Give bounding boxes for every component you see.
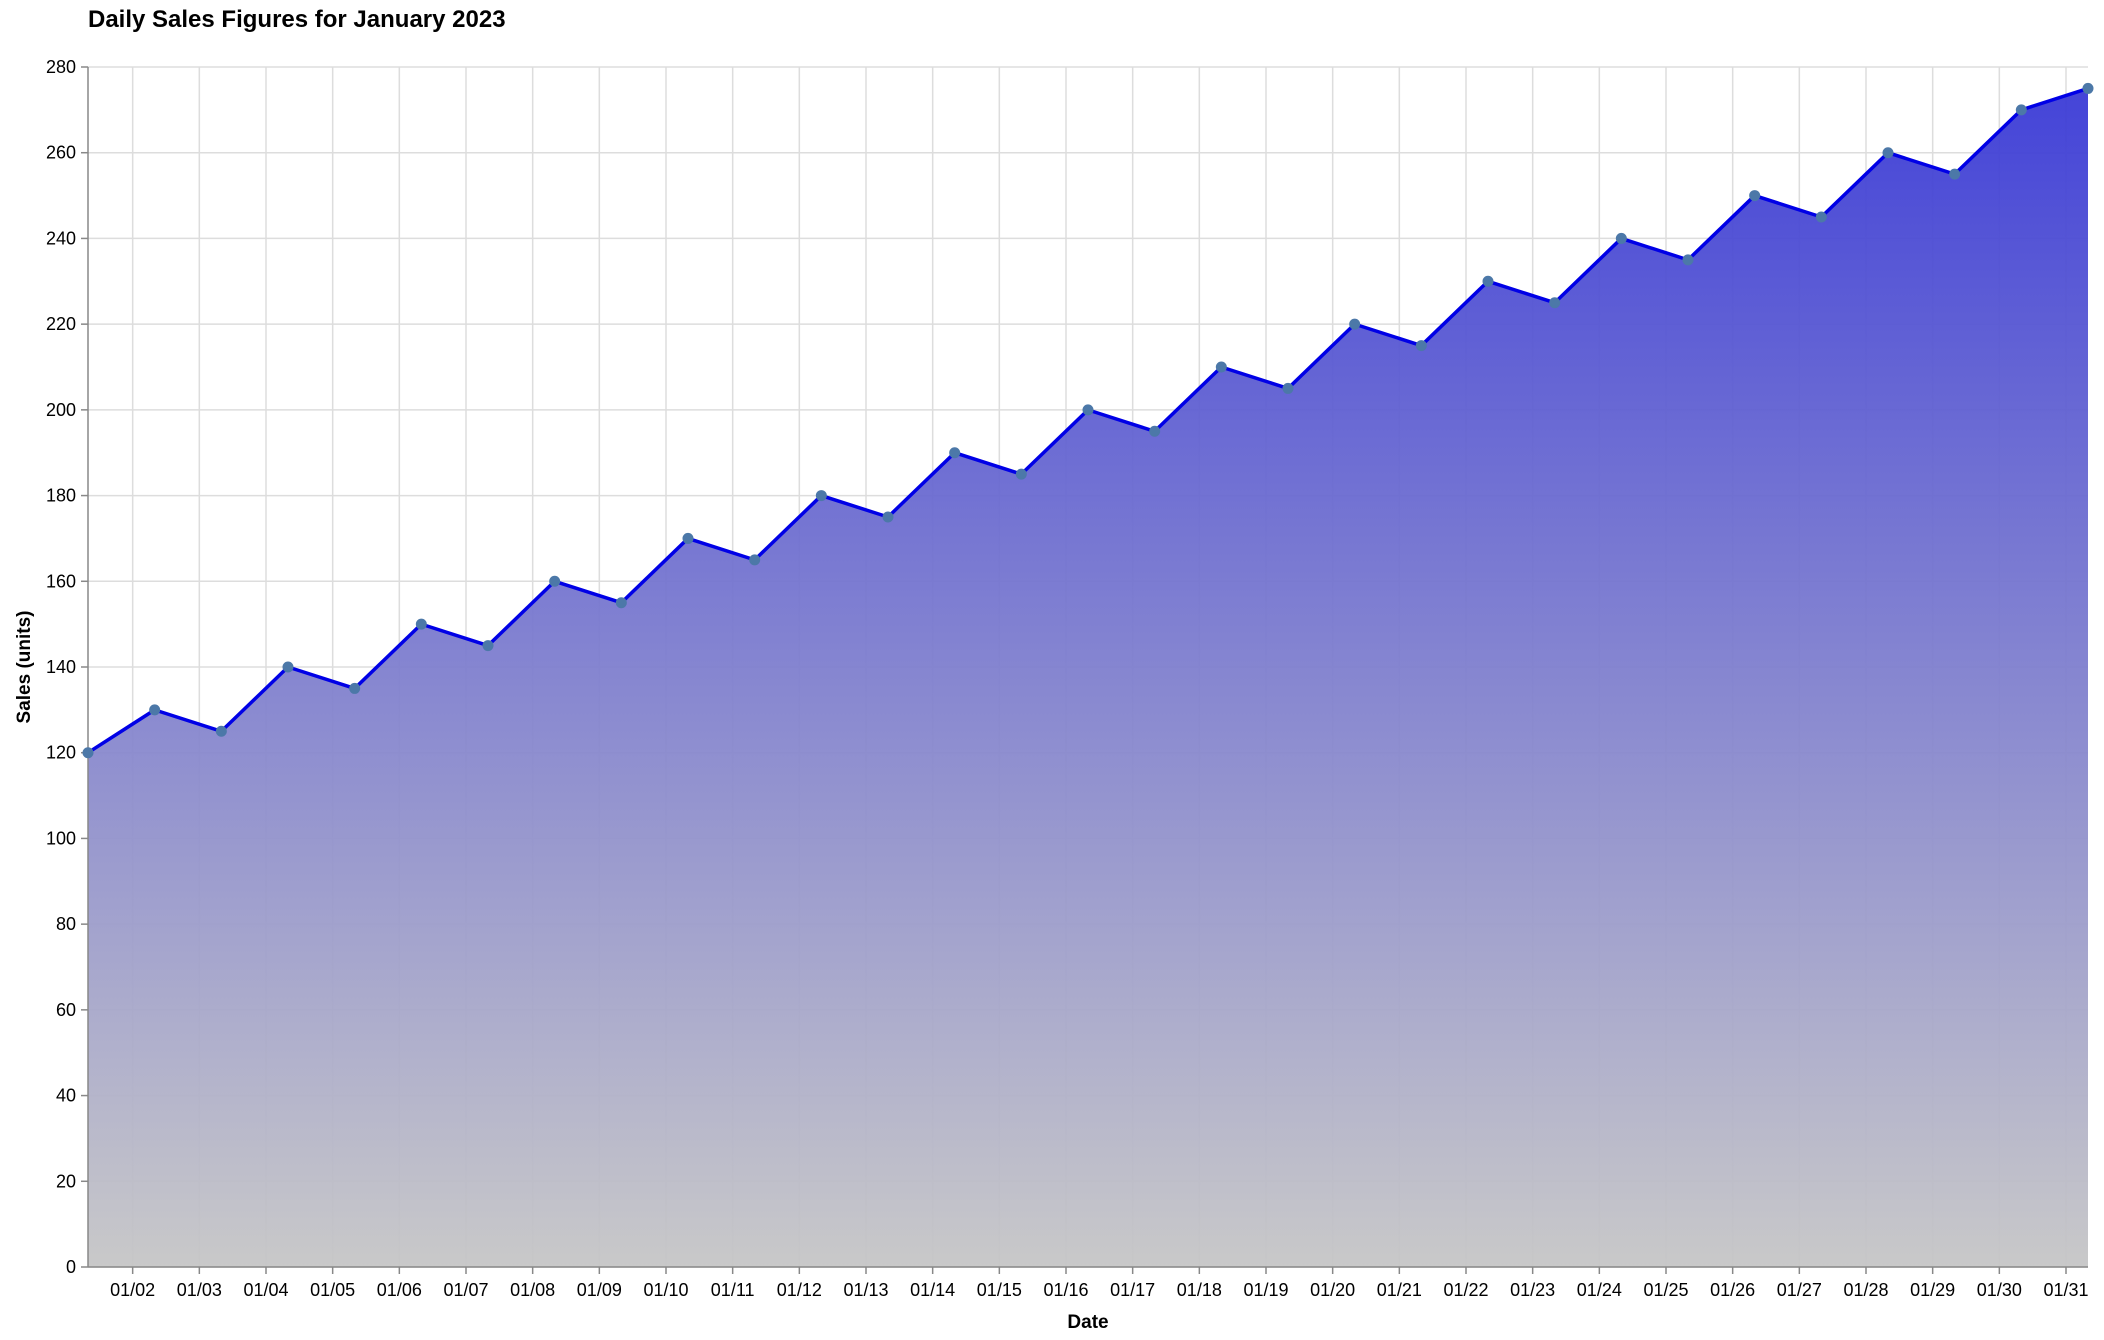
y-tick-label: 40	[56, 1086, 76, 1106]
sales-point	[1949, 168, 1961, 180]
y-tick-label: 100	[46, 828, 76, 848]
x-tick-label: 01/22	[1443, 1280, 1488, 1300]
y-tick-label: 220	[46, 314, 76, 334]
x-tick-label: 01/15	[977, 1280, 1022, 1300]
y-tick-label: 200	[46, 400, 76, 420]
x-tick-label: 01/13	[843, 1280, 888, 1300]
x-tick-label: 01/07	[443, 1280, 488, 1300]
x-tick-label: 01/20	[1310, 1280, 1355, 1300]
sales-point	[1082, 404, 1094, 416]
x-tick-label: 01/06	[377, 1280, 422, 1300]
x-tick-label: 01/31	[2043, 1280, 2088, 1300]
x-tick-label: 01/17	[1110, 1280, 1155, 1300]
sales-point	[815, 490, 827, 502]
sales-point	[1149, 425, 1161, 437]
x-tick-label: 01/19	[1243, 1280, 1288, 1300]
sales-point	[282, 661, 294, 673]
sales-point	[1282, 382, 1294, 394]
y-tick-label: 80	[56, 914, 76, 934]
x-tick-label: 01/23	[1510, 1280, 1555, 1300]
sales-point	[1815, 211, 1827, 223]
sales-point	[1882, 147, 1894, 159]
sales-point	[82, 747, 94, 759]
x-tick-label: 01/11	[711, 1280, 755, 1300]
y-tick-label: 60	[56, 1000, 76, 1020]
sales-point	[1615, 232, 1627, 244]
y-axis-title: Sales (units)	[14, 611, 35, 724]
axis-layer: 0 20 40 60 80 100 120 140 160 180 200 220 240 260 280 0…	[46, 57, 2089, 1300]
sales-point	[1415, 340, 1427, 352]
x-tick-label: 01/10	[643, 1280, 688, 1300]
sales-point	[215, 725, 227, 737]
x-tick-label: 01/18	[1177, 1280, 1222, 1300]
sales-point	[749, 554, 761, 566]
y-tick-label: 120	[46, 743, 76, 763]
sales-area	[88, 88, 2088, 1267]
x-tick-label: 01/27	[1777, 1280, 1822, 1300]
x-tick-label: 01/03	[177, 1280, 222, 1300]
x-tick-label: 01/28	[1843, 1280, 1888, 1300]
sales-point	[349, 682, 361, 694]
sales-point	[682, 532, 694, 544]
x-tick-label: 01/29	[1910, 1280, 1955, 1300]
x-tick-label: 01/14	[910, 1280, 955, 1300]
y-tick-label: 260	[46, 143, 76, 163]
area-layer	[88, 88, 2088, 1267]
x-tick-label: 01/21	[1377, 1280, 1422, 1300]
y-tick-label: 0	[66, 1257, 76, 1277]
x-tick-label: 01/08	[510, 1280, 555, 1300]
x-tick-label: 01/04	[243, 1280, 288, 1300]
x-tick-label: 01/05	[310, 1280, 355, 1300]
y-tick-label: 280	[46, 57, 76, 77]
x-tick-label: 01/02	[110, 1280, 155, 1300]
sales-point	[882, 511, 894, 523]
sales-point	[1349, 318, 1361, 330]
x-tick-label: 01/25	[1643, 1280, 1688, 1300]
y-tick-label: 240	[46, 228, 76, 248]
sales-point	[2082, 82, 2094, 94]
x-tick-label: 01/24	[1577, 1280, 1622, 1300]
sales-point	[2015, 104, 2027, 116]
y-tick-label: 140	[46, 657, 76, 677]
sales-point	[1215, 361, 1227, 373]
x-tick-label: 01/26	[1710, 1280, 1755, 1300]
x-tick-label: 01/16	[1043, 1280, 1088, 1300]
sales-point	[549, 575, 561, 587]
sales-point	[482, 640, 494, 652]
y-tick-label: 20	[56, 1171, 76, 1191]
sales-point	[1549, 297, 1561, 309]
sales-point	[1749, 190, 1761, 202]
sales-point	[149, 704, 161, 716]
sales-point	[415, 618, 427, 630]
sales-point	[1015, 468, 1027, 480]
x-tick-label: 01/09	[577, 1280, 622, 1300]
sales-point	[949, 447, 961, 459]
x-tick-label: 01/12	[777, 1280, 822, 1300]
y-tick-label: 180	[46, 486, 76, 506]
sales-point	[615, 597, 627, 609]
point-layer	[82, 82, 2094, 759]
x-axis-title: Date	[1067, 1312, 1108, 1333]
sales-point	[1682, 254, 1694, 266]
y-tick-label: 160	[46, 571, 76, 591]
x-tick-label: 01/30	[1977, 1280, 2022, 1300]
chart-title: Daily Sales Figures for January 2023	[88, 6, 506, 33]
sales-point	[1482, 275, 1494, 287]
